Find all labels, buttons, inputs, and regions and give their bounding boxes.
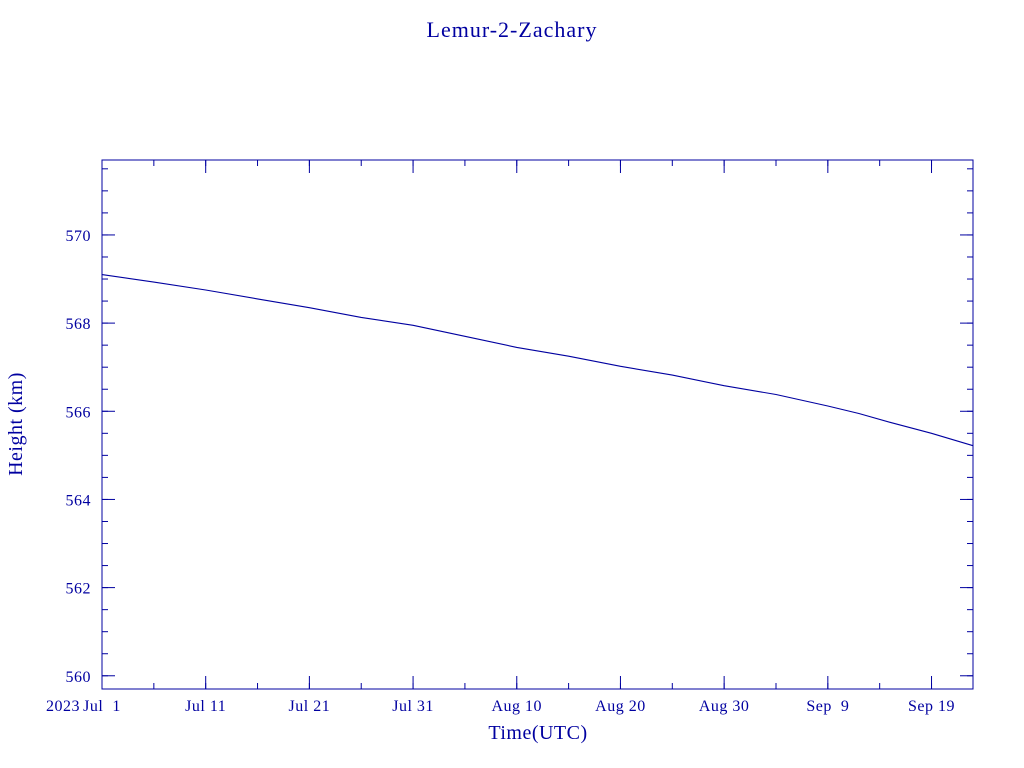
x-tick-label: Jul 11 [185,698,226,715]
x-tick-label: Sep 9 [806,698,849,715]
plot-frame [101,159,974,690]
y-tick-labels: 560 562 564 566 568 570 [66,228,92,686]
x-tick-label: Jul 31 [392,698,434,715]
x-tick-label: Aug 30 [699,698,750,715]
x-tick-labels: Jul 1 Jul 11 Jul 21 Jul 31 Aug 10 Aug 20 Aug 3… [83,698,955,715]
y-tick-label: 562 [66,581,92,598]
x-tick-label: Jul 21 [289,698,331,715]
y-tick-label: 570 [66,228,92,245]
y-tick-label: 560 [66,669,92,686]
year-label: 2023 [46,698,80,715]
axis-ticks [101,160,973,689]
y-tick-label: 564 [66,492,92,509]
y-tick-label: 566 [66,404,92,421]
x-axis-label: Time(UTC) [488,722,587,744]
x-tick-label: Jul 1 [83,698,121,715]
x-tick-label: Aug 10 [491,698,542,715]
y-tick-label: 568 [66,316,92,333]
x-tick-label: Sep 19 [908,698,955,715]
x-tick-label: Aug 20 [595,698,646,715]
height-series-line [101,274,974,447]
y-axis-label: Height (km) [5,372,27,476]
chart-title: Lemur-2-Zachary [427,17,598,42]
